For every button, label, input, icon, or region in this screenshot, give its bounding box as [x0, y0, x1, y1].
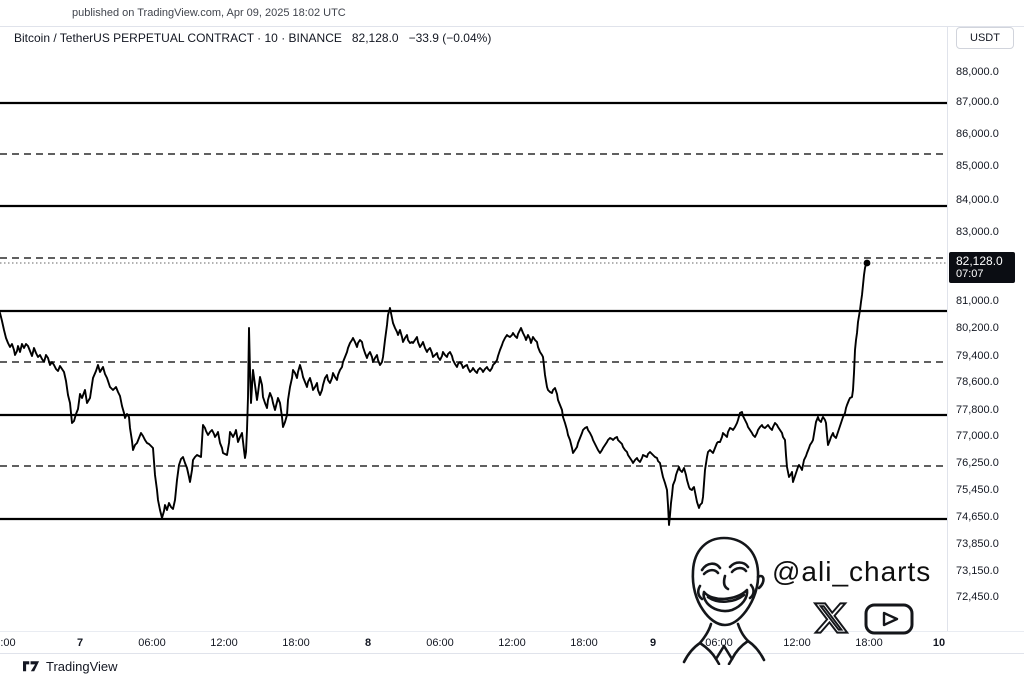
price-axis-label: 75,450.0 — [956, 484, 999, 496]
price-axis-label: 73,150.0 — [956, 565, 999, 577]
time-axis-label: 8 — [364, 637, 372, 649]
time-axis-label: :00 — [0, 637, 16, 649]
price-axis-label: 77,800.0 — [956, 404, 999, 416]
time-axis-label: 12:00 — [210, 637, 238, 649]
last-price-dot — [863, 259, 871, 267]
time-axis-label: 10 — [932, 637, 946, 649]
price-axis-label: 85,000.0 — [956, 160, 999, 172]
ali-face-icon — [682, 536, 766, 665]
time-scale-border — [0, 631, 1024, 632]
published-text: published on TradingView.com, Apr 09, 20… — [72, 7, 346, 19]
youtube-logo-icon — [864, 603, 914, 635]
bar-countdown: 07:07 — [956, 268, 984, 280]
symbol-last-price: 82,128.0 — [351, 31, 399, 45]
price-axis-label: 86,000.0 — [956, 128, 999, 140]
symbol-header[interactable]: Bitcoin / TetherUS PERPETUAL CONTRACT · … — [14, 31, 491, 45]
time-axis-label: 18:00 — [282, 637, 310, 649]
price-axis-label: 72,450.0 — [956, 591, 999, 603]
price-axis-label: 80,200.0 — [956, 322, 999, 334]
price-axis-label: 88,000.0 — [956, 66, 999, 78]
time-axis-label: 06:00 — [138, 637, 166, 649]
currency-toggle-button[interactable]: USDT — [956, 27, 1014, 49]
widget-bottom-border — [0, 653, 1024, 654]
time-axis-label: 12:00 — [783, 637, 811, 649]
tradingview-attribution[interactable]: TradingView — [23, 659, 118, 674]
time-axis-label: 9 — [649, 637, 657, 649]
price-axis-label: 79,400.0 — [956, 350, 999, 362]
tradingview-logo-icon — [23, 661, 40, 672]
time-axis-label: 18:00 — [855, 637, 883, 649]
price-axis-label: 87,000.0 — [956, 96, 999, 108]
symbol-price-change: −33.9 (−0.04%) — [408, 31, 492, 45]
price-axis-label: 78,600.0 — [956, 376, 999, 388]
last-price-value: 82,128.0 — [956, 254, 1003, 268]
time-axis-label: 06:00 — [426, 637, 454, 649]
price-axis-label: 83,000.0 — [956, 226, 999, 238]
x-logo-icon — [812, 602, 850, 634]
published-bar: published on TradingView.com, Apr 09, 20… — [0, 0, 1024, 27]
price-axis-label: 84,000.0 — [956, 194, 999, 206]
time-axis-label: 18:00 — [570, 637, 598, 649]
tradingview-label: TradingView — [46, 659, 118, 674]
price-axis-label: 74,650.0 — [956, 511, 999, 523]
price-axis-label: 81,000.0 — [956, 295, 999, 307]
price-scale-border — [947, 26, 948, 631]
time-axis-label: 12:00 — [498, 637, 526, 649]
time-axis-label: 06:00 — [705, 637, 733, 649]
time-axis-label: 7 — [76, 637, 84, 649]
price-series-line — [0, 262, 868, 526]
price-axis-label: 77,000.0 — [956, 430, 999, 442]
symbol-title: Bitcoin / TetherUS PERPETUAL CONTRACT · … — [14, 31, 342, 45]
price-axis-label: 73,850.0 — [956, 538, 999, 550]
price-axis-label: 76,250.0 — [956, 457, 999, 469]
watermark-handle: @ali_charts — [772, 556, 932, 587]
last-price-label: 82,128.0 07:07 — [949, 252, 1015, 283]
